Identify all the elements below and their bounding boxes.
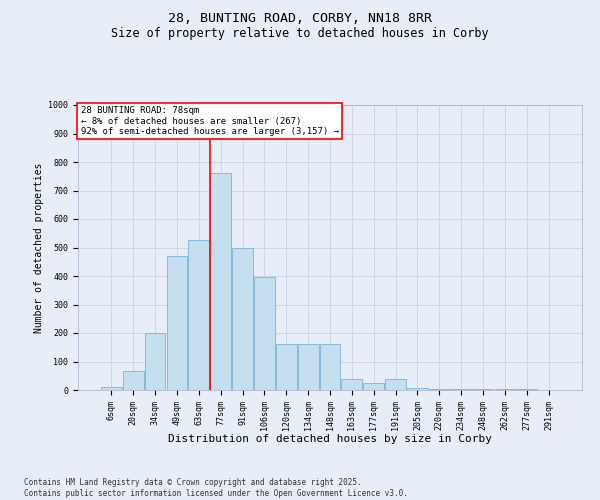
Bar bbox=[123, 372, 143, 390]
Bar bbox=[320, 344, 340, 390]
Text: 28, BUNTING ROAD, CORBY, NN18 8RR: 28, BUNTING ROAD, CORBY, NN18 8RR bbox=[168, 12, 432, 26]
Bar bbox=[364, 383, 384, 390]
Bar bbox=[407, 388, 428, 390]
Bar bbox=[298, 344, 319, 390]
Bar bbox=[385, 378, 406, 390]
Y-axis label: Number of detached properties: Number of detached properties bbox=[34, 162, 44, 332]
Bar bbox=[429, 388, 450, 390]
Bar bbox=[188, 240, 209, 390]
Bar bbox=[232, 248, 253, 390]
Bar bbox=[254, 278, 275, 390]
Bar bbox=[473, 389, 493, 390]
Bar bbox=[451, 388, 472, 390]
Bar bbox=[167, 256, 187, 390]
X-axis label: Distribution of detached houses by size in Corby: Distribution of detached houses by size … bbox=[168, 434, 492, 444]
Text: Contains HM Land Registry data © Crown copyright and database right 2025.
Contai: Contains HM Land Registry data © Crown c… bbox=[24, 478, 408, 498]
Text: Size of property relative to detached houses in Corby: Size of property relative to detached ho… bbox=[111, 28, 489, 40]
Bar bbox=[210, 174, 231, 390]
Text: 28 BUNTING ROAD: 78sqm
← 8% of detached houses are smaller (267)
92% of semi-det: 28 BUNTING ROAD: 78sqm ← 8% of detached … bbox=[80, 106, 338, 136]
Bar bbox=[341, 378, 362, 390]
Bar bbox=[101, 387, 122, 390]
Bar bbox=[276, 344, 296, 390]
Bar bbox=[145, 333, 166, 390]
